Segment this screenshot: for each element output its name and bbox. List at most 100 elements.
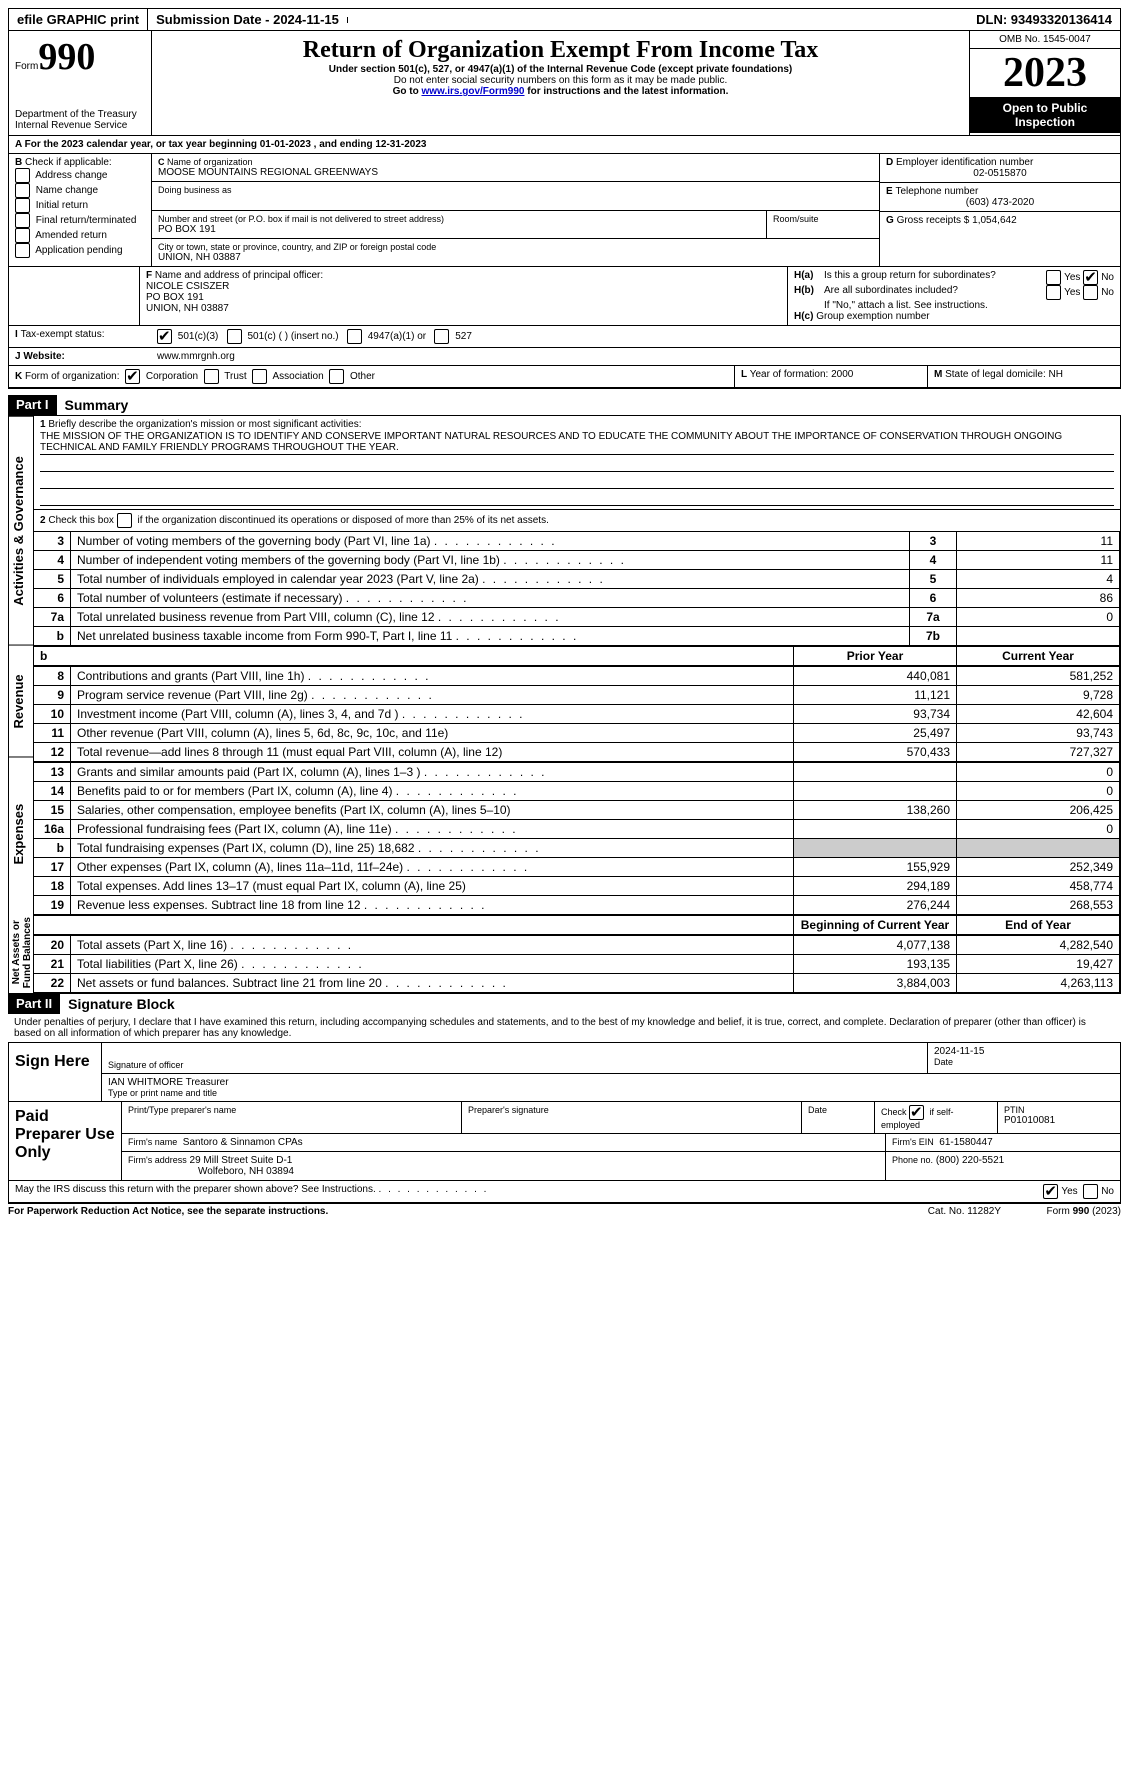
data-row: 14Benefits paid to or for members (Part … xyxy=(34,782,1120,801)
discontinued-checkbox[interactable] xyxy=(117,513,132,528)
gov-row: 6Total number of volunteers (estimate if… xyxy=(34,589,1120,608)
box-deg: D Employer identification number 02-0515… xyxy=(880,154,1120,266)
part2-title: Signature Block xyxy=(60,994,183,1014)
paperwork-notice: For Paperwork Reduction Act Notice, see … xyxy=(8,1206,928,1217)
governance-table: 3Number of voting members of the governi… xyxy=(34,531,1120,646)
org-name: MOOSE MOUNTAINS REGIONAL GREENWAYS xyxy=(158,167,873,178)
firm-name: Santoro & Sinnamon CPAs xyxy=(183,1137,303,1148)
revenue-table: 8Contributions and grants (Part VIII, li… xyxy=(34,666,1120,762)
ptin: P01010081 xyxy=(1004,1115,1114,1126)
boxb-item: Application pending xyxy=(15,243,145,258)
data-row: 9Program service revenue (Part VIII, lin… xyxy=(34,686,1120,705)
data-row: 22Net assets or fund balances. Subtract … xyxy=(34,974,1120,993)
goto-line: Go to www.irs.gov/Form990 for instructio… xyxy=(158,86,963,97)
data-row: 16aProfessional fundraising fees (Part I… xyxy=(34,820,1120,839)
firm-ein: 61-1580447 xyxy=(939,1137,992,1148)
ein: 02-0515870 xyxy=(886,168,1114,179)
boxb-item: Name change xyxy=(15,183,145,198)
col-begin-year: Beginning of Current Year xyxy=(794,916,957,935)
form-header: Form990 Department of the Treasury Inter… xyxy=(8,31,1121,136)
hb-yes-checkbox[interactable] xyxy=(1046,285,1061,300)
data-row: 19Revenue less expenses. Subtract line 1… xyxy=(34,896,1120,915)
4947-checkbox[interactable] xyxy=(347,329,362,344)
ssn-warning: Do not enter social security numbers on … xyxy=(158,75,963,86)
omb-number: OMB No. 1545-0047 xyxy=(970,31,1120,49)
501c-checkbox[interactable] xyxy=(227,329,242,344)
officer-group-block: F Name and address of principal officer:… xyxy=(8,267,1121,326)
form-prefix: Form xyxy=(15,61,38,72)
firm-phone: (800) 220-5521 xyxy=(936,1155,1004,1166)
org-form-row: K Form of organization: Corporation Trus… xyxy=(8,366,1121,389)
data-row: 18Total expenses. Add lines 13–17 (must … xyxy=(34,877,1120,896)
trust-checkbox[interactable] xyxy=(204,369,219,384)
box-b: B Check if applicable: Address change Na… xyxy=(9,154,152,266)
col-prior-year: Prior Year xyxy=(794,647,957,666)
tax-year-line: A For the 2023 calendar year, or tax yea… xyxy=(8,136,1121,154)
status-website-block: I Tax-exempt status: 501(c)(3) 501(c) ( … xyxy=(8,326,1121,348)
form-subtitle: Under section 501(c), 527, or 4947(a)(1)… xyxy=(158,64,963,75)
assoc-checkbox[interactable] xyxy=(252,369,267,384)
sig-date: 2024-11-15 xyxy=(934,1046,1114,1057)
year-begin: 01-01-2023 xyxy=(260,139,311,150)
data-row: 10Investment income (Part VIII, column (… xyxy=(34,705,1120,724)
year-end: 12-31-2023 xyxy=(375,139,426,150)
expenses-table: 13Grants and similar amounts paid (Part … xyxy=(34,762,1120,915)
hb-no-checkbox[interactable] xyxy=(1083,285,1098,300)
gov-row: 7aTotal unrelated business revenue from … xyxy=(34,608,1120,627)
527-checkbox[interactable] xyxy=(434,329,449,344)
form-number: 990 xyxy=(38,36,95,78)
discuss-no-checkbox[interactable] xyxy=(1083,1184,1098,1199)
gov-row: 3Number of voting members of the governi… xyxy=(34,532,1120,551)
paid-preparer-block: Paid Preparer Use Only Print/Type prepar… xyxy=(8,1102,1121,1181)
ha-yes-checkbox[interactable] xyxy=(1046,270,1061,285)
perjury-declaration: Under penalties of perjury, I declare th… xyxy=(8,1014,1121,1042)
footer-row: For Paperwork Reduction Act Notice, see … xyxy=(8,1204,1121,1217)
officer-name: NICOLE CSISZER xyxy=(146,281,781,292)
self-employed-cell: Check if self-employed xyxy=(875,1102,998,1133)
cat-no: Cat. No. 11282Y xyxy=(928,1206,1001,1217)
org-street: PO BOX 191 xyxy=(158,224,760,235)
efile-print-label[interactable]: efile GRAPHIC print xyxy=(9,9,147,30)
ha-no-checkbox[interactable] xyxy=(1083,270,1098,285)
corp-checkbox[interactable] xyxy=(125,369,140,384)
dln: DLN: 93493320136414 xyxy=(968,9,1120,30)
revenue-header: b Prior Year Current Year xyxy=(34,646,1120,666)
entity-info-block: B Check if applicable: Address change Na… xyxy=(8,154,1121,267)
efile-topbar: efile GRAPHIC print Submission Date - 20… xyxy=(8,8,1121,31)
netassets-header: Beginning of Current Year End of Year xyxy=(34,915,1120,935)
data-row: 8Contributions and grants (Part VIII, li… xyxy=(34,667,1120,686)
data-row: 13Grants and similar amounts paid (Part … xyxy=(34,763,1120,782)
dept-treasury: Department of the Treasury Internal Reve… xyxy=(15,109,145,131)
other-checkbox[interactable] xyxy=(329,369,344,384)
discuss-yes-checkbox[interactable] xyxy=(1043,1184,1058,1199)
part1-header-row: Part I Summary xyxy=(8,395,1121,415)
mission-block: 1 Briefly describe the organization's mi… xyxy=(34,416,1120,510)
website-url[interactable]: www.mmrgnh.org xyxy=(151,348,1120,365)
state-domicile: NH xyxy=(1049,369,1063,380)
sign-here-label: Sign Here xyxy=(9,1043,102,1101)
box-f: F Name and address of principal officer:… xyxy=(140,267,788,325)
mission-text: THE MISSION OF THE ORGANIZATION IS TO ID… xyxy=(40,430,1114,455)
data-row: bTotal fundraising expenses (Part IX, co… xyxy=(34,839,1120,858)
data-row: 11Other revenue (Part VIII, column (A), … xyxy=(34,724,1120,743)
discuss-row: May the IRS discuss this return with the… xyxy=(8,1181,1121,1204)
open-inspection: Open to Public Inspection xyxy=(970,97,1120,133)
part1-label: Part I xyxy=(8,395,57,415)
side-revenue: Revenue xyxy=(9,645,33,757)
submission-date: Submission Date - 2024-11-15 xyxy=(147,9,347,30)
sig-officer-label: Signature of officer xyxy=(108,1060,921,1070)
self-employed-checkbox[interactable] xyxy=(909,1105,924,1120)
sign-here-block: Sign Here Signature of officer 2024-11-1… xyxy=(8,1042,1121,1102)
col-end-year: End of Year xyxy=(957,916,1120,935)
website-row: J Website: www.mmrgnh.org xyxy=(8,348,1121,366)
room-suite-label: Room/suite xyxy=(773,214,873,224)
tax-year: 2023 xyxy=(970,49,1120,97)
org-city: UNION, NH 03887 xyxy=(158,252,873,263)
dba-label: Doing business as xyxy=(158,185,873,195)
irs-link[interactable]: www.irs.gov/Form990 xyxy=(421,86,524,97)
501c3-checkbox[interactable] xyxy=(157,329,172,344)
data-row: 20Total assets (Part X, line 16) 4,077,1… xyxy=(34,936,1120,955)
form-footer: Form 990 (2023) xyxy=(1001,1206,1121,1217)
part1-body: Activities & Governance Revenue Expenses… xyxy=(8,415,1121,994)
part1-title: Summary xyxy=(57,395,137,415)
